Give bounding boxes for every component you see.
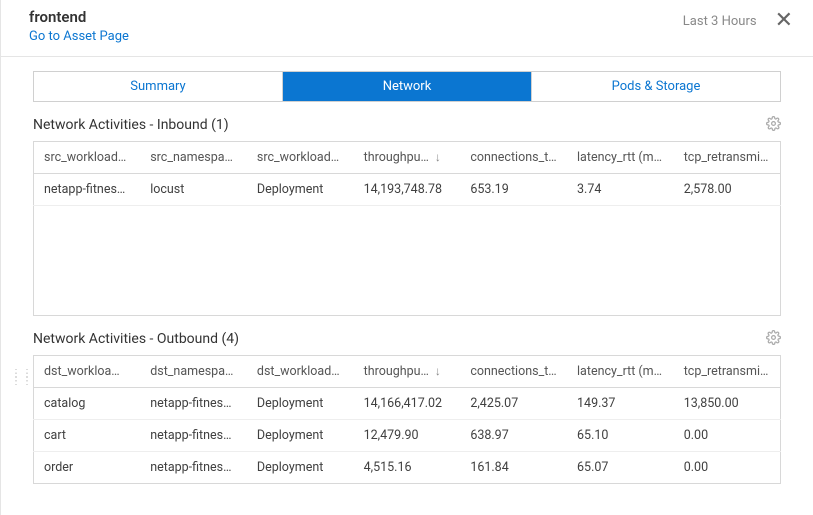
tab-network[interactable]: Network — [283, 72, 532, 101]
cell: locust — [140, 173, 247, 205]
cell: Deployment — [247, 387, 354, 419]
outbound-title: Network Activities - Outbound (4) — [33, 331, 239, 347]
cell: 0.00 — [674, 419, 781, 451]
cell: 161.84 — [460, 451, 567, 483]
cell: 4,515.16 — [354, 451, 461, 483]
drag-handle-icon[interactable]: ⋮⋮⋮⋮⋮⋮ — [11, 372, 33, 384]
col-tcp-retransmit[interactable]: tcp_retransmit… — [674, 355, 781, 387]
table-row[interactable]: catalog netapp-fitness-… Deployment 14,1… — [34, 387, 781, 419]
inbound-header: Network Activities - Inbound (1) — [33, 116, 781, 135]
inbound-title: Network Activities - Inbound (1) — [33, 117, 229, 133]
header-right: Last 3 Hours ✕ — [683, 8, 793, 32]
tab-pods-storage[interactable]: Pods & Storage — [532, 72, 780, 101]
cell: 14,193,748.78 — [354, 173, 461, 205]
asset-page-link[interactable]: Go to Asset Page — [29, 28, 129, 46]
col-latency[interactable]: latency_rtt (ms) — [567, 355, 674, 387]
page-title: frontend — [29, 8, 129, 28]
outbound-header: Network Activities - Outbound (4) — [33, 330, 781, 349]
col-dst-workload-type[interactable]: dst_workload_… — [247, 355, 354, 387]
col-connections[interactable]: connections_t… — [460, 355, 567, 387]
col-tcp-retransmit[interactable]: tcp_retransmit… — [674, 141, 781, 173]
outbound-section: ⋮⋮⋮⋮⋮⋮ Network Activities - Outbound (4)… — [33, 330, 781, 484]
inbound-table: src_workload… src_namespace src_workload… — [33, 141, 781, 316]
cell: 14,166,417.02 — [354, 387, 461, 419]
col-latency[interactable]: latency_rtt (ms) — [567, 141, 674, 173]
col-connections[interactable]: connections_t… — [460, 141, 567, 173]
col-dst-workload[interactable]: dst_workloa… — [34, 355, 141, 387]
col-dst-namespace[interactable]: dst_namespace — [140, 355, 247, 387]
time-range-label[interactable]: Last 3 Hours — [683, 14, 757, 29]
col-throughput[interactable]: throughpu… ↓ — [354, 141, 461, 173]
sort-down-icon: ↓ — [435, 364, 441, 378]
cell: netapp-fitness-… — [140, 451, 247, 483]
cell: 2,578.00 — [674, 173, 781, 205]
col-src-workload-type[interactable]: src_workload_… — [247, 141, 354, 173]
col-src-workload[interactable]: src_workload… — [34, 141, 141, 173]
col-src-namespace[interactable]: src_namespace — [140, 141, 247, 173]
inbound-section: Network Activities - Inbound (1) src_wor… — [33, 116, 781, 316]
cell: netapp-fitness-… — [140, 419, 247, 451]
detail-panel: frontend Go to Asset Page Last 3 Hours ✕… — [0, 0, 813, 515]
table-row[interactable]: netapp-fitnes… locust Deployment 14,193,… — [34, 173, 781, 205]
table-row[interactable]: order netapp-fitness-… Deployment 4,515.… — [34, 451, 781, 483]
panel-header: frontend Go to Asset Page Last 3 Hours ✕ — [1, 0, 813, 57]
cell: 2,425.07 — [460, 387, 567, 419]
cell: 12,479.90 — [354, 419, 461, 451]
cell: cart — [34, 419, 141, 451]
cell: 149.37 — [567, 387, 674, 419]
cell: 65.07 — [567, 451, 674, 483]
cell: 13,850.00 — [674, 387, 781, 419]
cell: netapp-fitness-… — [140, 387, 247, 419]
cell: catalog — [34, 387, 141, 419]
cell: 638.97 — [460, 419, 567, 451]
cell: 65.10 — [567, 419, 674, 451]
tab-bar: Summary Network Pods & Storage — [33, 71, 781, 102]
sort-down-icon: ↓ — [435, 150, 441, 164]
table-row[interactable]: cart netapp-fitness-… Deployment 12,479.… — [34, 419, 781, 451]
close-icon[interactable]: ✕ — [775, 10, 793, 32]
cell: Deployment — [247, 173, 354, 205]
cell: Deployment — [247, 451, 354, 483]
gear-icon[interactable] — [766, 116, 781, 135]
outbound-table: dst_workloa… dst_namespace dst_workload_… — [33, 355, 781, 484]
cell: 0.00 — [674, 451, 781, 483]
cell: netapp-fitnes… — [34, 173, 141, 205]
outbound-header-row: dst_workloa… dst_namespace dst_workload_… — [34, 355, 781, 387]
col-throughput-label: throughpu… — [364, 150, 429, 165]
cell: Deployment — [247, 419, 354, 451]
tab-summary[interactable]: Summary — [34, 72, 283, 101]
col-throughput-label: throughpu… — [364, 364, 429, 379]
inbound-header-row: src_workload… src_namespace src_workload… — [34, 141, 781, 173]
cell: 653.19 — [460, 173, 567, 205]
col-throughput[interactable]: throughpu… ↓ — [354, 355, 461, 387]
cell: order — [34, 451, 141, 483]
gear-icon[interactable] — [766, 330, 781, 349]
header-left: frontend Go to Asset Page — [29, 8, 129, 46]
cell: 3.74 — [567, 173, 674, 205]
table-spacer — [34, 205, 781, 315]
